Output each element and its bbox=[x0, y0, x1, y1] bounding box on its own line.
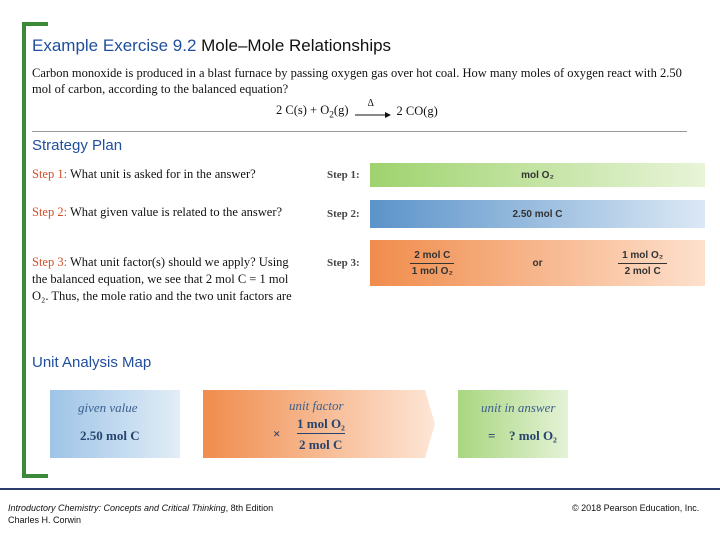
left-bracket bbox=[22, 22, 48, 478]
unit-factor-label: unit factor bbox=[289, 398, 344, 413]
step-3-bar: 2 mol C 1 mol O₂ or 1 mol O₂ 2 mol C bbox=[370, 240, 705, 286]
footer-book-edition: , 8th Edition bbox=[225, 503, 274, 513]
step-2-question: What given value is related to the answe… bbox=[67, 205, 283, 219]
divider bbox=[32, 131, 687, 132]
factor-2-denominator: 2 mol C bbox=[624, 265, 661, 277]
footer-author: Charles H. Corwin bbox=[8, 515, 82, 525]
step-2-label: Step 2: bbox=[32, 205, 68, 219]
unit-in-answer-label: unit in answer bbox=[481, 400, 556, 415]
step-2-tag: Step 2: bbox=[327, 208, 360, 220]
equation-left: 2 C(s) + O bbox=[276, 103, 330, 117]
footer-book-italic: Introductory Chemistry: Concepts and Cri… bbox=[8, 503, 226, 513]
title-rest: Mole–Mole Relationships bbox=[196, 36, 392, 55]
unit-in-answer-box: unit in answer = ? mol O₂ bbox=[458, 390, 568, 458]
answer-value: ? mol O₂ bbox=[509, 428, 557, 443]
step-1-tag: Step 1: bbox=[327, 169, 360, 181]
strategy-heading: Strategy Plan bbox=[32, 137, 123, 154]
equation-left-end: (g) bbox=[333, 103, 349, 117]
reaction-arrow: Δ bbox=[354, 98, 391, 118]
step-1-bar-text: mol O₂ bbox=[521, 169, 554, 181]
step-2-bar-text: 2.50 mol C bbox=[512, 208, 563, 220]
or-text: or bbox=[532, 257, 543, 269]
step-2-bar: 2.50 mol C bbox=[370, 200, 705, 228]
unit-factor-box: × unit factor 1 mol O₂ 2 mol C bbox=[203, 390, 435, 458]
given-value: 2.50 mol C bbox=[80, 428, 140, 443]
step-1-text: Step 1: What unit is asked for in the an… bbox=[32, 166, 322, 183]
footer-book-title: Introductory Chemistry: Concepts and Cri… bbox=[8, 503, 273, 513]
step-3-text: Step 3: What unit factor(s) should we ap… bbox=[32, 254, 297, 305]
title-prefix: Example Exercise 9.2 bbox=[32, 36, 197, 55]
unit-map-heading: Unit Analysis Map bbox=[32, 354, 152, 371]
factor-1-numerator: 2 mol C bbox=[410, 250, 455, 264]
footer-copyright: © 2018 Pearson Education, Inc. bbox=[572, 503, 700, 513]
problem-text: Carbon monoxide is produced in a blast f… bbox=[32, 66, 682, 96]
equation-left-sub: 2 bbox=[329, 110, 334, 121]
delta-symbol: Δ bbox=[367, 97, 374, 109]
given-value-label: given value bbox=[78, 400, 138, 415]
equation-right: 2 CO(g) bbox=[396, 104, 438, 119]
arrow-icon bbox=[354, 111, 391, 118]
step-2-text: Step 2: What given value is related to t… bbox=[32, 204, 322, 221]
unit-factor-2: 1 mol O₂ 2 mol C bbox=[618, 250, 668, 277]
balanced-equation: 2 C(s) + O2(g) Δ 2 CO(g) bbox=[276, 98, 438, 121]
step-3-label: Step 3: bbox=[32, 255, 68, 269]
unit-factor-numerator: 1 mol O₂ bbox=[297, 416, 345, 434]
equals-sign: = bbox=[488, 428, 496, 443]
step-1-question: What unit is asked for in the answer? bbox=[67, 167, 256, 181]
step-1-bar: mol O₂ bbox=[370, 163, 705, 187]
page-title: Example Exercise 9.2 Mole–Mole Relations… bbox=[32, 36, 391, 56]
factor-2-numerator: 1 mol O₂ bbox=[618, 250, 668, 264]
times-sign: × bbox=[273, 426, 281, 441]
unit-factor-arrow-shape bbox=[203, 390, 435, 458]
step-3-question: What unit factor(s) should we apply? Usi… bbox=[32, 255, 292, 303]
factor-1-denominator: 1 mol O₂ bbox=[411, 265, 453, 277]
given-value-box: given value 2.50 mol C bbox=[50, 390, 180, 458]
step-3-tag: Step 3: bbox=[327, 257, 360, 269]
unit-factor-1: 2 mol C 1 mol O₂ bbox=[408, 250, 457, 277]
step-1-label: Step 1: bbox=[32, 167, 68, 181]
footer-divider bbox=[0, 488, 720, 490]
unit-factor-denominator: 2 mol C bbox=[299, 437, 343, 452]
